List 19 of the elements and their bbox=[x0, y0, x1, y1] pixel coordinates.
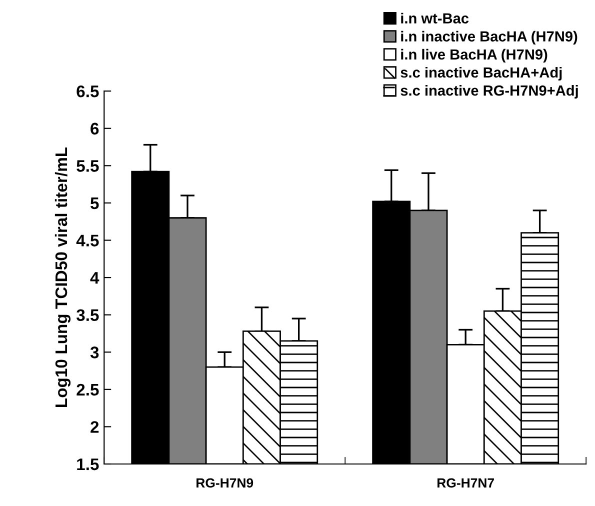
y-tick-label: 5.5 bbox=[76, 160, 99, 172]
y-tick-label: 6 bbox=[90, 122, 99, 135]
legend-label: i.n inactive BacHA (H7N9) bbox=[401, 30, 578, 44]
y-axis-title: Log10 Lung TCID50 viral titer/mL bbox=[54, 147, 71, 407]
legend-label: s.c inactive BacHA+Adj bbox=[400, 66, 562, 81]
legend-label: i.n wt-Bac bbox=[401, 12, 469, 24]
y-tick-label: 1.5 bbox=[77, 458, 99, 470]
legend-label: i.n live BacHA (H7N9) bbox=[401, 48, 548, 63]
y-tick-label: 4 bbox=[90, 272, 100, 284]
y-tick-label: 2 bbox=[90, 421, 99, 433]
y-tick-label: 4.5 bbox=[76, 234, 99, 246]
y-tick-label: 2.5 bbox=[76, 384, 99, 396]
legend-label: s.c inactive RG-H7N9+Adj bbox=[400, 85, 578, 99]
x-tick-label: RG-H7N7 bbox=[438, 478, 494, 488]
y-tick-label: 6.5 bbox=[76, 85, 99, 98]
y-tick-label: 3 bbox=[90, 346, 99, 358]
y-tick-label: 3.5 bbox=[76, 309, 99, 322]
x-tick-label: RG-H7N9 bbox=[196, 478, 254, 488]
y-tick-label: 5 bbox=[90, 198, 99, 210]
